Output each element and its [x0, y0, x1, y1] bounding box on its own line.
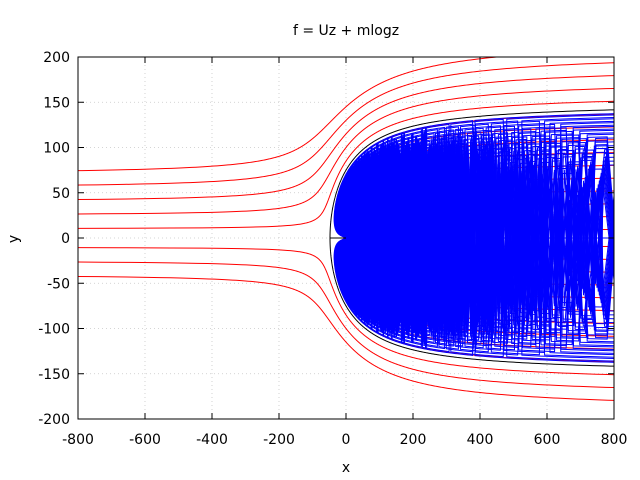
x-tick-label: 0	[342, 432, 351, 448]
red-streamline	[78, 247, 614, 376]
y-tick-label: -150	[38, 367, 70, 383]
red-streamline	[78, 261, 614, 389]
x-tick-label: 800	[601, 432, 628, 448]
red-streamline	[78, 75, 614, 201]
y-tick-label: -200	[38, 412, 70, 428]
axis-ticks: -800 -600 -400 -200 0 200 400 600 800 -200 -150 -10…	[38, 50, 627, 448]
blue-streamline	[334, 233, 614, 362]
y-tick-label: 200	[43, 50, 70, 66]
x-tick-label: 400	[467, 432, 494, 448]
chart-title: f = Uz + mlogz	[293, 23, 399, 39]
dividing-streamline	[329, 238, 614, 367]
y-tick-label: 100	[43, 141, 70, 157]
red-streamline	[78, 87, 614, 215]
x-axis-label: x	[342, 460, 350, 476]
x-tick-label: -200	[263, 432, 295, 448]
x-tick-label: 200	[400, 432, 427, 448]
streamlines	[78, 57, 614, 401]
y-tick-label: 50	[52, 186, 70, 202]
y-tick-label: 0	[61, 231, 70, 247]
x-tick-label: 600	[534, 432, 561, 448]
blue-streamline	[335, 117, 614, 246]
x-tick-label: -600	[129, 432, 161, 448]
red-streamline	[78, 62, 614, 186]
x-tick-label: -800	[62, 432, 94, 448]
red-streamline	[78, 275, 614, 401]
y-tick-label: -100	[38, 322, 70, 338]
red-streamline	[78, 100, 614, 229]
y-axis-label: y	[6, 235, 22, 243]
x-tick-label: -400	[196, 432, 228, 448]
y-tick-label: 150	[43, 95, 70, 111]
blue-streamline	[333, 113, 614, 242]
y-tick-label: -50	[47, 276, 70, 292]
dividing-streamline	[329, 109, 614, 238]
red-streamline	[78, 57, 502, 172]
